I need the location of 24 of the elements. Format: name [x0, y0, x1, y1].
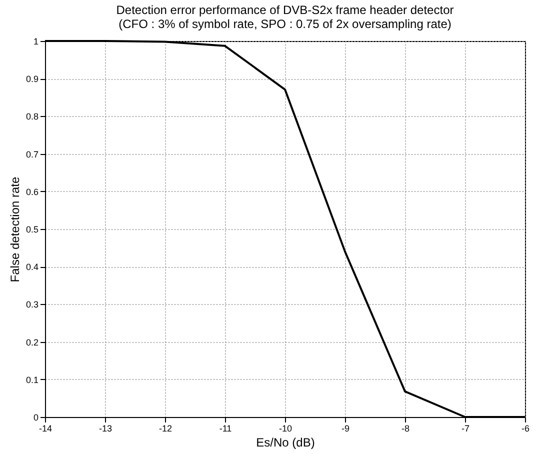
x-axis-title: Es/No (dB)	[256, 436, 315, 450]
y-tick-label: 0.5	[26, 224, 38, 234]
x-tick-label: -9	[341, 424, 350, 434]
y-tick-label: 0.8	[26, 112, 38, 122]
y-tick-label: 1	[33, 36, 38, 46]
y-tick-label: 0.9	[26, 74, 38, 84]
y-tick-label: 0.7	[26, 149, 38, 160]
x-tick-label: -13	[98, 424, 112, 434]
chart-title: Detection error performance of DVB-S2x frame header detector	[116, 3, 454, 17]
y-tick-label: 0.1	[26, 374, 38, 385]
y-axis-title: False detection rate	[8, 176, 22, 282]
x-tick-label: -6	[521, 424, 530, 434]
y-tick-label: 0.6	[26, 186, 38, 197]
x-tick-label: -14	[38, 424, 52, 434]
x-tick-label: -7	[461, 424, 470, 434]
y-tick-label: 0.4	[26, 262, 38, 272]
x-tick-label: -8	[401, 424, 410, 434]
x-tick-label: -10	[278, 424, 292, 434]
x-tick-label: -12	[158, 424, 172, 434]
chart-subtitle: (CFO : 3% of symbol rate, SPO : 0.75 of 2x oversampling rate)	[118, 17, 452, 31]
y-tick-label: 0	[33, 412, 38, 422]
y-tick-label: 0.3	[26, 300, 38, 310]
y-tick-label: 0.2	[26, 337, 38, 348]
x-tick-label: -11	[219, 424, 232, 434]
